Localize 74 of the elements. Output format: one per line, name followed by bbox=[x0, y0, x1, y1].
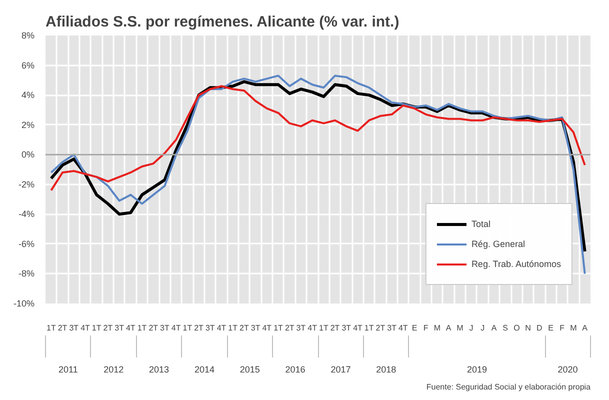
y-tick-label: 8% bbox=[21, 30, 35, 40]
category-label: 3T bbox=[296, 324, 306, 332]
category-label: M bbox=[434, 324, 441, 332]
category-label: A bbox=[582, 324, 588, 332]
category-label: 2013 bbox=[149, 364, 170, 374]
category-label: 4T bbox=[126, 324, 136, 332]
category-label: 1T bbox=[92, 324, 102, 332]
category-label: M bbox=[456, 324, 464, 332]
category-label: 2020 bbox=[558, 364, 578, 374]
y-tick-label: -8% bbox=[18, 268, 35, 279]
category-label: 2019 bbox=[466, 364, 487, 374]
y-tick-label: -10% bbox=[13, 298, 35, 308]
category-label: 1T bbox=[274, 324, 283, 332]
category-label: N bbox=[525, 324, 531, 332]
chart-title: Afiliados S.S. por regímenes. Alicante (% var. int.) bbox=[46, 14, 400, 30]
category-label: 3T bbox=[69, 324, 79, 332]
category-label: 2T bbox=[194, 324, 204, 332]
category-label: 3T bbox=[250, 324, 260, 332]
legend-label: Reg. Trab. Autónomos bbox=[471, 259, 561, 269]
category-label: 4T bbox=[216, 324, 226, 332]
category-label: D bbox=[536, 324, 542, 332]
category-label: 2T bbox=[103, 324, 113, 332]
category-label: 4T bbox=[262, 324, 272, 332]
category-label: 2012 bbox=[104, 364, 124, 374]
category-label: 1T bbox=[319, 324, 328, 332]
category-label: 4T bbox=[398, 324, 408, 332]
category-label: S bbox=[502, 324, 508, 332]
category-label: J bbox=[480, 324, 485, 332]
category-label: 4T bbox=[171, 324, 181, 332]
category-label: 3T bbox=[387, 324, 396, 332]
category-label: 2014 bbox=[194, 364, 214, 374]
category-label: 1T bbox=[182, 324, 192, 332]
line-series bbox=[50, 85, 586, 192]
category-label: 2011 bbox=[58, 364, 78, 374]
category-label: O bbox=[514, 324, 520, 332]
category-label: 1T bbox=[228, 324, 238, 332]
y-tick-label: 4% bbox=[21, 90, 35, 100]
y-tick-label: 6% bbox=[21, 60, 35, 70]
category-label: 3T bbox=[205, 324, 215, 332]
category-label: 2T bbox=[284, 324, 294, 332]
category-label: 1T bbox=[46, 324, 56, 332]
source-note: Fuente: Seguridad Social y elaboración propia bbox=[426, 382, 592, 392]
y-tick-label: 2% bbox=[21, 120, 35, 130]
category-label: E bbox=[548, 324, 554, 332]
category-label: 1T bbox=[137, 324, 147, 332]
category-label: 2T bbox=[148, 324, 158, 332]
category-label: 2T bbox=[376, 324, 386, 332]
category-label: 2018 bbox=[376, 364, 396, 374]
category-label: 3T bbox=[342, 324, 352, 332]
category-label: 1T bbox=[364, 324, 374, 332]
category-label: 4T bbox=[308, 324, 317, 332]
y-tick-label: -2% bbox=[18, 179, 35, 190]
category-label: 2T bbox=[58, 324, 68, 332]
category-label: F bbox=[423, 324, 428, 332]
category-label: 4T bbox=[80, 324, 90, 332]
category-label: 2T bbox=[240, 324, 249, 332]
category-label: 4T bbox=[353, 324, 362, 332]
category-label: 2015 bbox=[240, 364, 260, 374]
y-tick-label: -6% bbox=[18, 238, 35, 249]
category-label: 3T bbox=[160, 324, 170, 332]
category-label: 2T bbox=[330, 324, 340, 332]
category-label: A bbox=[491, 324, 497, 332]
legend-label: Rég. General bbox=[471, 239, 525, 249]
category-label: 2017 bbox=[330, 364, 351, 374]
category-label: M bbox=[570, 324, 577, 332]
category-label: E bbox=[412, 324, 418, 332]
y-tick-label: -4% bbox=[18, 209, 35, 220]
legend-label: Total bbox=[471, 219, 492, 229]
category-label: A bbox=[446, 324, 452, 332]
category-label: J bbox=[469, 324, 474, 332]
y-tick-label: 0% bbox=[21, 150, 35, 160]
category-label: 3T bbox=[114, 324, 124, 332]
category-label: 2016 bbox=[285, 364, 306, 374]
category-label: F bbox=[560, 324, 565, 332]
